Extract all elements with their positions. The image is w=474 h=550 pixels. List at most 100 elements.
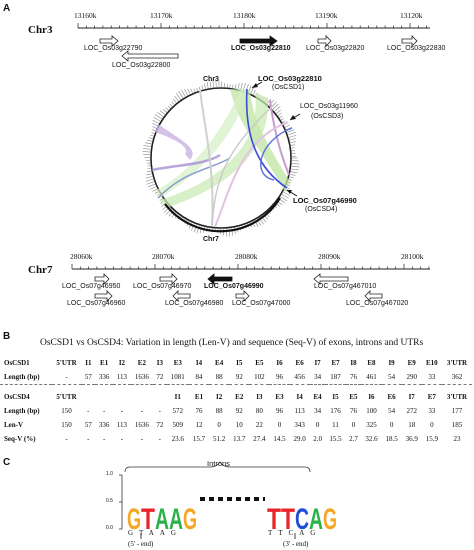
circos-tick: [181, 89, 186, 97]
gene-arrow-os07g46990: [207, 273, 233, 285]
table-cell: E2: [137, 359, 146, 367]
table-cell: 32.6: [365, 435, 378, 443]
circos-tick: [288, 131, 296, 136]
table-cell: 100: [366, 407, 377, 415]
csd4-length-label: Length (bp): [4, 407, 40, 415]
circos-chr3-label: Chr3: [203, 76, 219, 83]
table-cell: 1636: [134, 421, 149, 429]
table-separator: [0, 384, 472, 390]
circos-tick: [288, 179, 292, 181]
table-cell: 272: [406, 407, 417, 415]
table-cell: 102: [254, 373, 265, 381]
table-cell: -: [102, 407, 106, 415]
circos-tick: [178, 91, 184, 99]
circos-tick: [152, 126, 157, 129]
table-cell: I5: [332, 393, 339, 401]
csd1-header-label: OsCSD1: [4, 359, 30, 367]
gene-label-os03g22810: LOC_Os03g22810: [231, 45, 291, 52]
logo-right-end: (3' - end): [283, 540, 309, 548]
table-cell: E5: [255, 359, 264, 367]
table-cell: 34: [314, 407, 322, 415]
table-cell: 33: [428, 373, 436, 381]
circos-tick: [150, 134, 154, 137]
table-cell: 76: [349, 373, 357, 381]
table-cell: 187: [330, 373, 341, 381]
lenv-label: Len-V: [4, 421, 24, 429]
table-cell: 34: [314, 373, 322, 381]
table-row-seqv: Seq-V (%) - - - - - - 23.6 15.7 51.2 13.7 27.4 14.5 2…: [0, 432, 472, 446]
table-cell: 27.4: [253, 435, 266, 443]
table-cell: 33: [428, 407, 436, 415]
circos-tick: [206, 81, 209, 89]
circos-tick: [290, 173, 296, 176]
table-cell: 51.2: [213, 435, 226, 443]
logo-letter-t: T: [281, 503, 295, 536]
chr3-track-label: Chr3: [28, 24, 53, 36]
circos-tick: [176, 93, 181, 100]
table-cell: -: [87, 435, 90, 443]
logo-ytick-3: 0.0: [106, 525, 113, 531]
circos-tick: [288, 134, 297, 138]
circos-tick: [146, 181, 155, 185]
gene-arrow-os07g467020: [364, 290, 383, 302]
table-cell: 177: [451, 407, 463, 415]
table-cell: 1636: [134, 373, 149, 381]
logo-letter-g: G: [183, 503, 197, 536]
circos-tick: [154, 114, 162, 120]
table-cell: E2: [235, 393, 244, 401]
circos-tick: [151, 129, 156, 132]
chr7-ruler: [71, 264, 430, 302]
chr7-tick-1: 28060k: [70, 252, 93, 261]
table-cell: E10: [425, 359, 438, 367]
gene-arrow-os07g46980: [172, 290, 191, 302]
table-cell: 23: [453, 435, 461, 443]
circos-tick: [172, 98, 177, 104]
table-cell: 362: [451, 373, 463, 381]
table-row-csd4-header: OsCSD4 5'UTR I1 E1 I2 E2 I3 E3 I4 E4 I5 E5 I6 E6 I7 E7 3…: [0, 390, 472, 404]
circos-tick: [282, 120, 286, 123]
chr3-tick-2: 13170k: [150, 11, 173, 20]
logo-right-consensus: TTCAG: [268, 529, 322, 537]
table-cell: 150: [61, 421, 72, 429]
logo-letter-a: A: [155, 503, 169, 536]
gene-arrow-os03g22820: [317, 35, 332, 47]
table-cell: 22: [255, 421, 263, 429]
circos-tick: [162, 109, 167, 113]
circos-csd4-name: (OsCSD4): [305, 206, 338, 213]
logo-letter-t: T: [141, 503, 155, 536]
table-cell: E3: [275, 393, 284, 401]
variation-table: OsCSD1 5'UTR I1 E1 I2 E2 I3 E3 I4 E4 I5 E5 I6 E6 I7 E7 I…: [0, 356, 472, 446]
gene-label-os07g467010: LOC_Os07g467010: [314, 283, 377, 290]
table-cell: 0: [217, 421, 221, 429]
table-cell: 12: [195, 421, 203, 429]
chr7-tick-3: 28080k: [235, 252, 258, 261]
circos-tick: [242, 83, 246, 91]
gene-label-os03g22830: LOC_Os03g22830: [387, 45, 446, 52]
circos-tick: [199, 226, 203, 234]
circos-tick: [289, 138, 297, 141]
table-cell: E6: [295, 359, 304, 367]
table-cell: 176: [330, 407, 341, 415]
table-cell: 336: [98, 373, 110, 381]
circos-tick: [152, 119, 160, 124]
table-cell: 84: [195, 373, 203, 381]
gene-label-os03g22800: LOC_Os03g22800: [112, 62, 171, 69]
circos-csd3-id: LOC_Os03g11960: [300, 103, 358, 110]
table-row-csd1-header: OsCSD1 5'UTR I1 E1 I2 E2 I3 E3 I4 E4 I5 E5 I6 E6 I7 E7 I…: [0, 356, 472, 370]
table-cell: 0: [389, 421, 394, 429]
table-cell: 92: [235, 407, 243, 415]
table-cell: 18.5: [385, 435, 398, 443]
circos-tick: [204, 83, 206, 89]
circos-tick: [142, 148, 151, 150]
table-cell: E5: [349, 393, 358, 401]
table-cell: [95, 390, 113, 404]
logo-letter-a: A: [309, 503, 323, 536]
table-cell: 88: [215, 373, 223, 381]
circos-tick: [291, 163, 300, 165]
circos-tick: [280, 118, 284, 121]
circos-tick: [167, 105, 171, 109]
gene-arrow-os07g46960: [94, 290, 113, 302]
circos-tick: [290, 144, 296, 146]
circos-tick: [291, 165, 300, 168]
chr3-ruler: [77, 23, 430, 62]
